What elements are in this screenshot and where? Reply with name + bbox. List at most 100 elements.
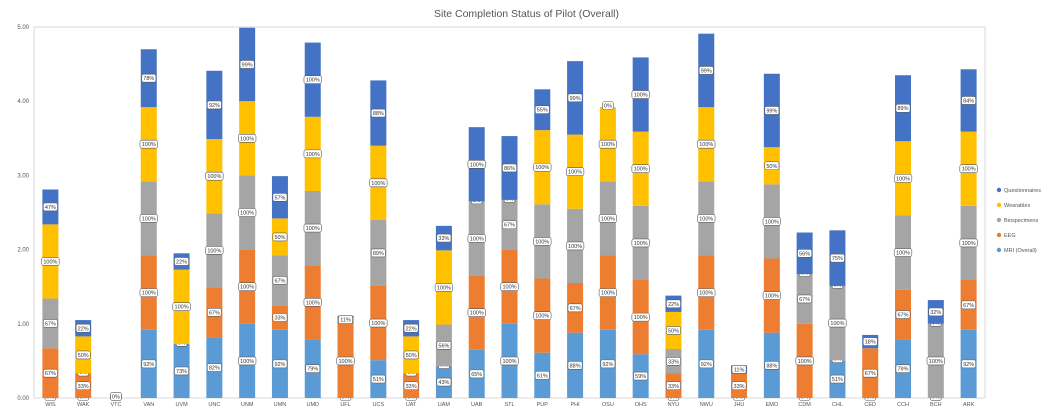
data-label: 100%	[43, 259, 57, 265]
data-label: 100%	[634, 241, 648, 247]
y-tick-label: 0.00	[17, 396, 29, 402]
data-label: 100%	[142, 216, 156, 222]
x-tick-label: UNC	[208, 402, 220, 408]
data-label: 59%	[635, 374, 646, 380]
data-label: 33%	[668, 384, 679, 390]
data-label: 100%	[338, 359, 352, 365]
data-label: 50%	[668, 328, 679, 334]
data-label: 92%	[143, 362, 154, 368]
data-label: 43%	[438, 380, 449, 386]
data-label: 50%	[78, 353, 89, 359]
data-label: 100%	[306, 152, 320, 158]
x-tick-label: NYU	[668, 402, 680, 408]
x-tick-label: WIS	[45, 402, 56, 408]
legend-marker	[997, 188, 1001, 192]
data-label: 99%	[766, 108, 777, 114]
data-label: 92%	[209, 103, 220, 109]
data-label: 100%	[634, 93, 648, 99]
data-label: 33%	[406, 384, 417, 390]
data-label: 100%	[142, 142, 156, 148]
legend-label: MRI (Overall)	[1004, 248, 1037, 254]
legend-label: Biospecimens	[1004, 218, 1038, 224]
data-label: 0%	[604, 104, 612, 110]
data-label: 100%	[962, 167, 976, 173]
y-tick-label: 5.00	[17, 25, 29, 31]
legend-marker	[997, 203, 1001, 207]
data-label: 100%	[306, 300, 320, 306]
data-label: 100%	[306, 78, 320, 84]
data-label: 100%	[798, 359, 812, 365]
x-tick-label: UCS	[373, 402, 385, 408]
data-label: 100%	[535, 239, 549, 245]
data-label: 100%	[896, 176, 910, 182]
data-label: 79%	[307, 367, 318, 373]
data-label: 22%	[176, 259, 187, 265]
x-tick-label: UMN	[274, 402, 287, 408]
data-label: 92%	[701, 362, 712, 368]
x-tick-label: VTC	[110, 402, 121, 408]
data-label: 67%	[45, 371, 56, 377]
data-label: 33%	[78, 384, 89, 390]
data-label: 100%	[502, 359, 516, 365]
data-label: 67%	[963, 303, 974, 309]
data-label: 88%	[570, 363, 581, 369]
data-label: 67%	[865, 371, 876, 377]
x-tick-label: UAT	[406, 402, 417, 408]
data-label: 92%	[963, 362, 974, 368]
legend-marker	[997, 218, 1001, 222]
x-tick-label: CCH	[897, 402, 909, 408]
y-tick-label: 2.00	[17, 248, 29, 254]
data-label: 67%	[570, 306, 581, 312]
data-label: 100%	[601, 291, 615, 297]
data-label: 51%	[373, 377, 384, 383]
x-tick-label: JHU	[734, 402, 745, 408]
data-label: 79%	[898, 367, 909, 373]
data-label: 56%	[438, 343, 449, 349]
data-label: 33%	[274, 315, 285, 321]
data-label: 18%	[865, 340, 876, 346]
data-label: 100%	[175, 305, 189, 311]
data-label: 100%	[240, 211, 254, 217]
x-tick-label: UVM	[175, 402, 188, 408]
data-label: 100%	[601, 216, 615, 222]
x-tick-label: PUP	[537, 402, 549, 408]
data-label: 100%	[371, 181, 385, 187]
x-tick-label: UMD	[306, 402, 319, 408]
data-label: 100%	[699, 142, 713, 148]
data-label: 67%	[504, 223, 515, 229]
data-label: 100%	[962, 241, 976, 247]
x-tick-label: CED	[864, 402, 876, 408]
x-tick-label: EMO	[766, 402, 779, 408]
y-tick-label: 3.00	[17, 173, 29, 179]
y-tick-label: 4.00	[17, 99, 29, 105]
data-label: 22%	[78, 326, 89, 332]
data-label: 86%	[504, 166, 515, 172]
data-label: 33%	[734, 384, 745, 390]
data-label: 100%	[535, 165, 549, 171]
data-label: 88%	[766, 363, 777, 369]
data-label: 92%	[602, 362, 613, 368]
data-label: 100%	[207, 174, 221, 180]
data-label: 89%	[898, 106, 909, 112]
legend-label: Questionnaires	[1004, 188, 1041, 194]
data-label: 56%	[799, 251, 810, 257]
data-label: 11%	[340, 318, 351, 324]
x-tick-label: ARK	[963, 402, 975, 408]
data-label: 33%	[668, 359, 679, 365]
data-label: 67%	[274, 278, 285, 284]
data-label: 100%	[929, 359, 943, 365]
data-label: 75%	[832, 256, 843, 262]
legend-label: EEG	[1004, 233, 1016, 239]
data-label: 100%	[371, 321, 385, 327]
data-label: 0%	[112, 395, 120, 401]
data-label: 100%	[765, 219, 779, 225]
data-label: 100%	[699, 216, 713, 222]
data-label: 92%	[274, 362, 285, 368]
data-label: 100%	[306, 226, 320, 232]
data-label: 67%	[45, 321, 56, 327]
x-tick-label: VAN	[143, 402, 154, 408]
data-label: 100%	[830, 321, 844, 327]
data-label: 50%	[406, 353, 417, 359]
